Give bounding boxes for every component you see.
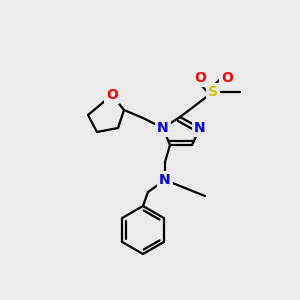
Text: O: O	[221, 71, 233, 85]
Text: N: N	[159, 173, 171, 187]
Text: S: S	[208, 85, 218, 99]
Text: N: N	[157, 121, 169, 135]
Text: N: N	[194, 121, 206, 135]
Text: O: O	[194, 71, 206, 85]
Text: O: O	[106, 88, 118, 102]
